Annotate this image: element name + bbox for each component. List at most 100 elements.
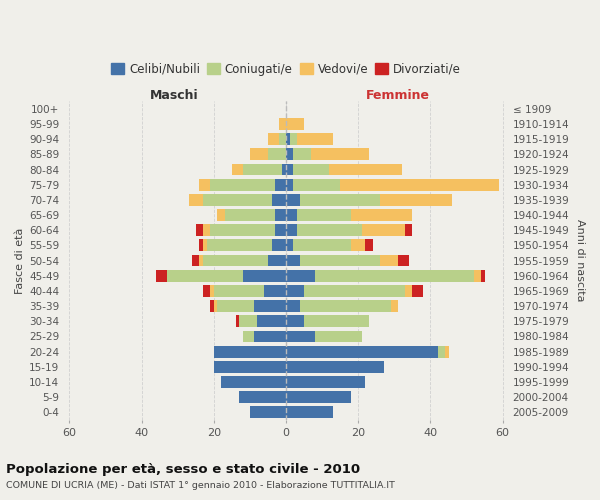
Bar	[405, 285, 412, 297]
Bar	[340, 179, 499, 190]
Bar	[315, 330, 362, 342]
Bar	[329, 164, 401, 175]
Bar	[286, 134, 290, 145]
Bar	[203, 285, 210, 297]
Bar	[199, 179, 210, 190]
Bar	[286, 285, 304, 297]
Bar	[188, 194, 203, 206]
Bar	[286, 118, 304, 130]
Bar	[315, 270, 474, 281]
Bar	[254, 300, 286, 312]
Bar	[167, 270, 243, 281]
Bar	[250, 148, 268, 160]
Bar	[286, 330, 315, 342]
Bar	[275, 224, 286, 236]
Bar	[268, 148, 286, 160]
Bar	[268, 134, 279, 145]
Bar	[405, 224, 412, 236]
Bar	[283, 164, 286, 175]
Bar	[286, 164, 293, 175]
Bar	[398, 254, 409, 266]
Bar	[214, 361, 286, 372]
Bar	[286, 254, 301, 266]
Bar	[203, 254, 268, 266]
Bar	[243, 330, 254, 342]
Bar	[279, 134, 286, 145]
Bar	[290, 134, 297, 145]
Bar	[365, 240, 373, 252]
Text: COMUNE DI UCRIA (ME) - Dati ISTAT 1° gennaio 2010 - Elaborazione TUTTITALIA.IT: COMUNE DI UCRIA (ME) - Dati ISTAT 1° gen…	[6, 481, 395, 490]
Bar	[286, 148, 293, 160]
Bar	[214, 346, 286, 358]
Bar	[304, 316, 369, 327]
Text: Femmine: Femmine	[366, 89, 430, 102]
Bar	[286, 240, 293, 252]
Bar	[272, 194, 286, 206]
Bar	[286, 224, 297, 236]
Bar	[199, 240, 203, 252]
Bar	[236, 316, 239, 327]
Bar	[293, 164, 329, 175]
Bar	[206, 240, 272, 252]
Bar	[286, 300, 301, 312]
Bar	[210, 300, 214, 312]
Bar	[301, 300, 391, 312]
Bar	[286, 361, 383, 372]
Bar	[445, 346, 449, 358]
Bar	[224, 209, 275, 221]
Bar	[156, 270, 167, 281]
Bar	[438, 346, 445, 358]
Bar	[297, 224, 362, 236]
Bar	[217, 209, 224, 221]
Bar	[311, 148, 369, 160]
Bar	[272, 240, 286, 252]
Bar	[286, 194, 301, 206]
Bar	[239, 316, 257, 327]
Bar	[232, 164, 243, 175]
Bar	[286, 346, 438, 358]
Bar	[214, 285, 265, 297]
Bar	[293, 240, 351, 252]
Bar	[192, 254, 199, 266]
Bar	[243, 164, 283, 175]
Bar	[380, 194, 452, 206]
Bar	[286, 270, 315, 281]
Bar	[279, 118, 286, 130]
Bar	[250, 406, 286, 418]
Bar	[203, 194, 272, 206]
Bar	[362, 224, 405, 236]
Bar	[391, 300, 398, 312]
Bar	[275, 209, 286, 221]
Bar	[275, 179, 286, 190]
Bar	[265, 285, 286, 297]
Bar	[301, 194, 380, 206]
Bar	[210, 285, 214, 297]
Bar	[301, 254, 380, 266]
Bar	[351, 209, 412, 221]
Bar	[297, 209, 351, 221]
Text: Popolazione per età, sesso e stato civile - 2010: Popolazione per età, sesso e stato civil…	[6, 462, 360, 475]
Bar	[293, 148, 311, 160]
Bar	[286, 316, 304, 327]
Bar	[474, 270, 481, 281]
Bar	[412, 285, 423, 297]
Bar	[293, 179, 340, 190]
Bar	[203, 240, 206, 252]
Bar	[196, 224, 203, 236]
Bar	[257, 316, 286, 327]
Bar	[286, 376, 365, 388]
Text: Maschi: Maschi	[150, 89, 199, 102]
Bar	[221, 376, 286, 388]
Bar	[243, 270, 286, 281]
Bar	[254, 330, 286, 342]
Bar	[239, 391, 286, 403]
Bar	[199, 254, 203, 266]
Bar	[286, 209, 297, 221]
Bar	[380, 254, 398, 266]
Bar	[286, 391, 351, 403]
Y-axis label: Fasce di età: Fasce di età	[15, 228, 25, 294]
Bar	[203, 224, 210, 236]
Bar	[286, 179, 293, 190]
Bar	[304, 285, 405, 297]
Y-axis label: Anni di nascita: Anni di nascita	[575, 220, 585, 302]
